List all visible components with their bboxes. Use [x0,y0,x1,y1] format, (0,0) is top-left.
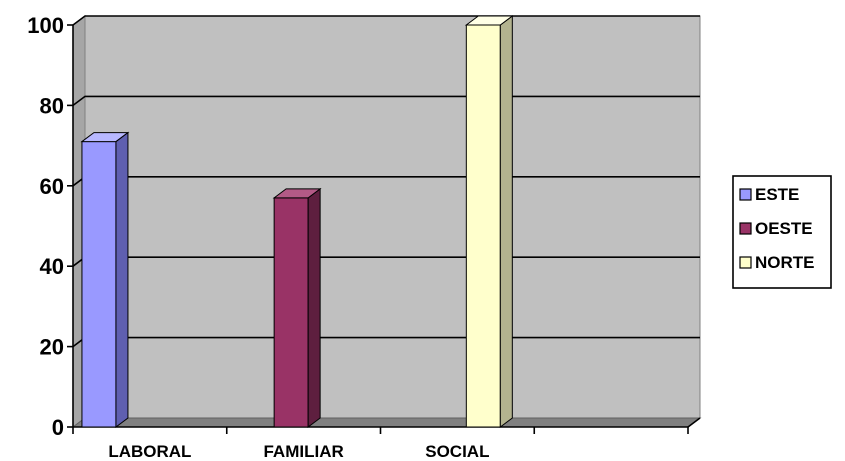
bar-front [81,141,117,428]
x-tick-label: FAMILIAR [263,442,343,461]
x-tick-label: LABORAL [108,442,191,461]
bar-side [115,131,129,428]
y-tick-label: 100 [27,13,64,38]
bar-top [80,132,130,143]
x-axis-depth-line [687,417,701,428]
plot-area [71,15,702,428]
x-tick-label: SOCIAL [425,442,489,461]
bar [80,131,130,428]
bar [272,187,322,428]
x-axis-ticks: LABORAL FAMILIAR SOCIAL [72,427,689,461]
y-tick-label: 20 [40,335,64,360]
y-tick-label: 0 [52,415,64,440]
bar-side [307,187,321,428]
legend-swatch [739,188,752,201]
bar-side [499,15,513,428]
y-axis-ticks: 0 20 40 60 80 100 [27,13,73,440]
floor [71,417,702,428]
legend-label: ESTE [755,185,799,204]
bar [464,15,514,428]
bar-top [464,15,514,26]
back-wall [84,15,701,419]
legend-label: NORTE [755,253,815,272]
y-tick-label: 60 [40,174,64,199]
bar-front [273,197,309,428]
bars [80,15,514,428]
y-tick-label: 80 [40,93,64,118]
legend-swatch [739,256,752,269]
y-tick-label: 40 [40,254,64,279]
bar-front [465,24,501,428]
legend-label: OESTE [755,219,813,238]
legend: ESTE OESTE NORTE [732,175,832,289]
legend-swatch [739,222,752,235]
bar-top [272,188,322,199]
